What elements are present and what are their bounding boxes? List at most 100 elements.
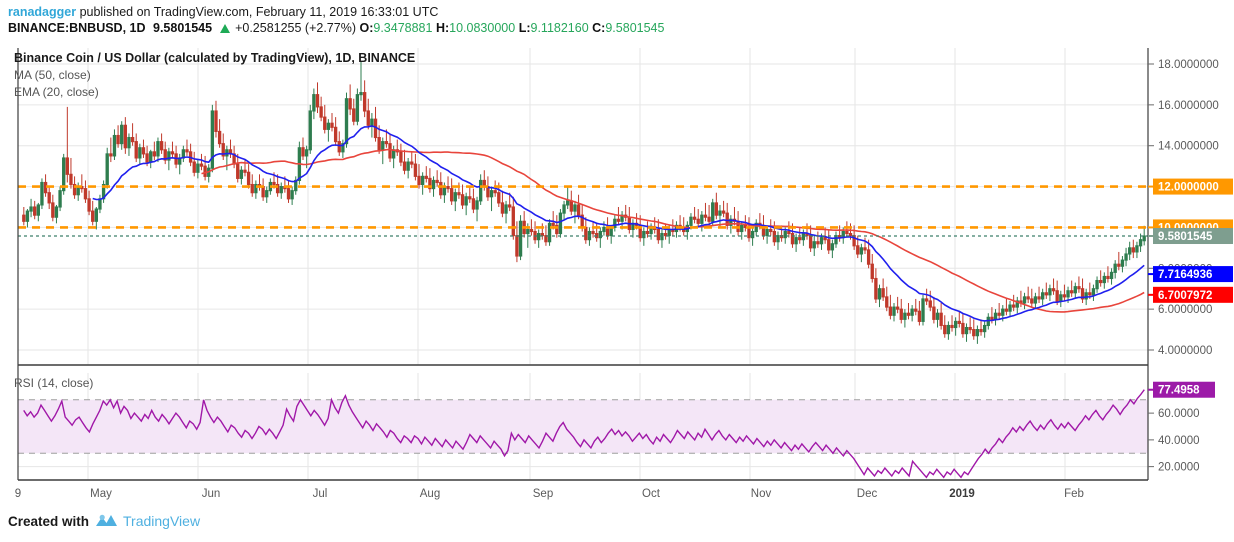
candle-body	[29, 206, 33, 212]
candle-body	[957, 320, 961, 324]
candle-body	[953, 320, 958, 329]
candle-body	[152, 151, 157, 157]
candle-body	[921, 298, 925, 322]
candle-body	[566, 200, 570, 206]
candle-body	[602, 226, 606, 233]
author-name[interactable]: ranadagger	[8, 5, 77, 19]
candle-body	[460, 194, 465, 206]
rsi-value-tag[interactable]: 77.4958	[1148, 381, 1215, 398]
last-price-tag[interactable]: 9.5801545	[1148, 228, 1233, 245]
candle-body	[558, 212, 563, 235]
candle-body	[141, 147, 146, 155]
time-axis-label: Aug	[420, 488, 440, 500]
rsi-legend[interactable]: RSI (14, close)	[14, 376, 93, 390]
close-value: 9.5801545	[605, 21, 665, 35]
price-tick-label: 6.0000000	[1158, 304, 1212, 316]
candle-body	[254, 183, 258, 194]
candle-body	[123, 124, 128, 149]
tradingview-brand[interactable]: TradingView	[123, 513, 201, 529]
candle-body	[1128, 247, 1132, 255]
candle-body	[265, 190, 269, 198]
candle-body	[986, 316, 990, 327]
candle-body	[750, 230, 755, 239]
candle-body	[221, 143, 225, 157]
candle-body	[1124, 253, 1128, 261]
candle-body	[236, 163, 240, 179]
time-axis-label: 2019	[949, 488, 975, 500]
candle-body	[319, 106, 323, 118]
candle-body	[997, 312, 1001, 316]
candle-body	[1026, 296, 1030, 300]
candle-body	[975, 329, 980, 337]
ma50-tag[interactable]: 6.7007972	[1148, 286, 1233, 303]
candle-body	[468, 196, 472, 200]
candle-body	[214, 110, 218, 132]
candle-body	[381, 141, 385, 151]
candle-body	[359, 92, 363, 96]
candle-body	[1113, 263, 1117, 273]
candle-body	[547, 222, 552, 243]
candle-body	[819, 237, 824, 245]
candle-body	[138, 147, 142, 159]
candle-body	[576, 204, 581, 216]
candle-body	[149, 151, 153, 163]
candle-body	[1109, 271, 1114, 280]
price-tick-label: 16.0000000	[1158, 100, 1219, 112]
tag-label: 12.0000000	[1158, 182, 1219, 194]
symbol-label[interactable]: BINANCE:BNBUSD, 1D	[8, 21, 146, 35]
candle-body	[1091, 288, 1096, 296]
candle-body	[413, 163, 418, 177]
candle-body	[703, 214, 708, 218]
chart-area[interactable]: 18.0000000 16.0000000 14.0000000 12.0000000…	[0, 40, 1234, 502]
candle-body	[1102, 275, 1106, 284]
candle-body	[946, 324, 951, 335]
resistance-12-tag[interactable]: 12.0000000	[1148, 178, 1233, 195]
candle-body	[156, 141, 160, 157]
candle-body	[406, 161, 410, 171]
created-with-label: Created with	[8, 513, 90, 529]
candle-body	[500, 202, 505, 214]
candle-body	[910, 308, 914, 316]
candle-body	[83, 188, 88, 200]
candle-body	[765, 228, 769, 237]
ma50-legend[interactable]: MA (50, close)	[14, 68, 91, 82]
candle-body	[504, 204, 508, 214]
candle-body	[515, 235, 519, 257]
candle-body	[399, 151, 403, 163]
price-panel	[18, 48, 1148, 365]
ema20-tag[interactable]: 7.7164936	[1148, 266, 1233, 283]
open-value: 9.3478881	[373, 21, 433, 35]
candle-body	[449, 188, 454, 202]
candle-body	[562, 204, 566, 214]
candle-body	[170, 151, 175, 155]
candle-body	[112, 134, 117, 157]
candle-body	[769, 228, 773, 233]
candle-body	[47, 192, 51, 204]
candle-body	[1120, 259, 1125, 267]
time-axis-label: Jul	[313, 488, 328, 500]
ema20-legend[interactable]: EMA (20, close)	[14, 85, 99, 99]
candle-body	[105, 153, 109, 186]
ema20-line	[92, 125, 1145, 322]
candle-body	[134, 141, 138, 159]
candle-body	[689, 216, 693, 226]
candle-body	[808, 235, 813, 249]
candle-body	[130, 136, 135, 143]
candle-body	[420, 175, 425, 186]
tag-bg	[1153, 286, 1233, 303]
candle-body	[279, 186, 283, 194]
candle-body	[370, 118, 374, 126]
time-axis-label: Nov	[751, 488, 772, 500]
price-and-rsi-chart[interactable]: 18.0000000 16.0000000 14.0000000 12.0000000…	[0, 40, 1234, 502]
candle-body	[526, 228, 530, 235]
candle-body	[721, 210, 726, 214]
candle-body	[301, 147, 305, 157]
candle-body	[573, 204, 577, 212]
candle-body	[870, 263, 874, 280]
candle-body	[217, 130, 222, 145]
candle-body	[58, 190, 62, 208]
candle-body	[1066, 290, 1070, 298]
candle-body	[355, 94, 360, 122]
candle-body	[551, 222, 555, 226]
time-axis-label: 9	[15, 488, 21, 500]
